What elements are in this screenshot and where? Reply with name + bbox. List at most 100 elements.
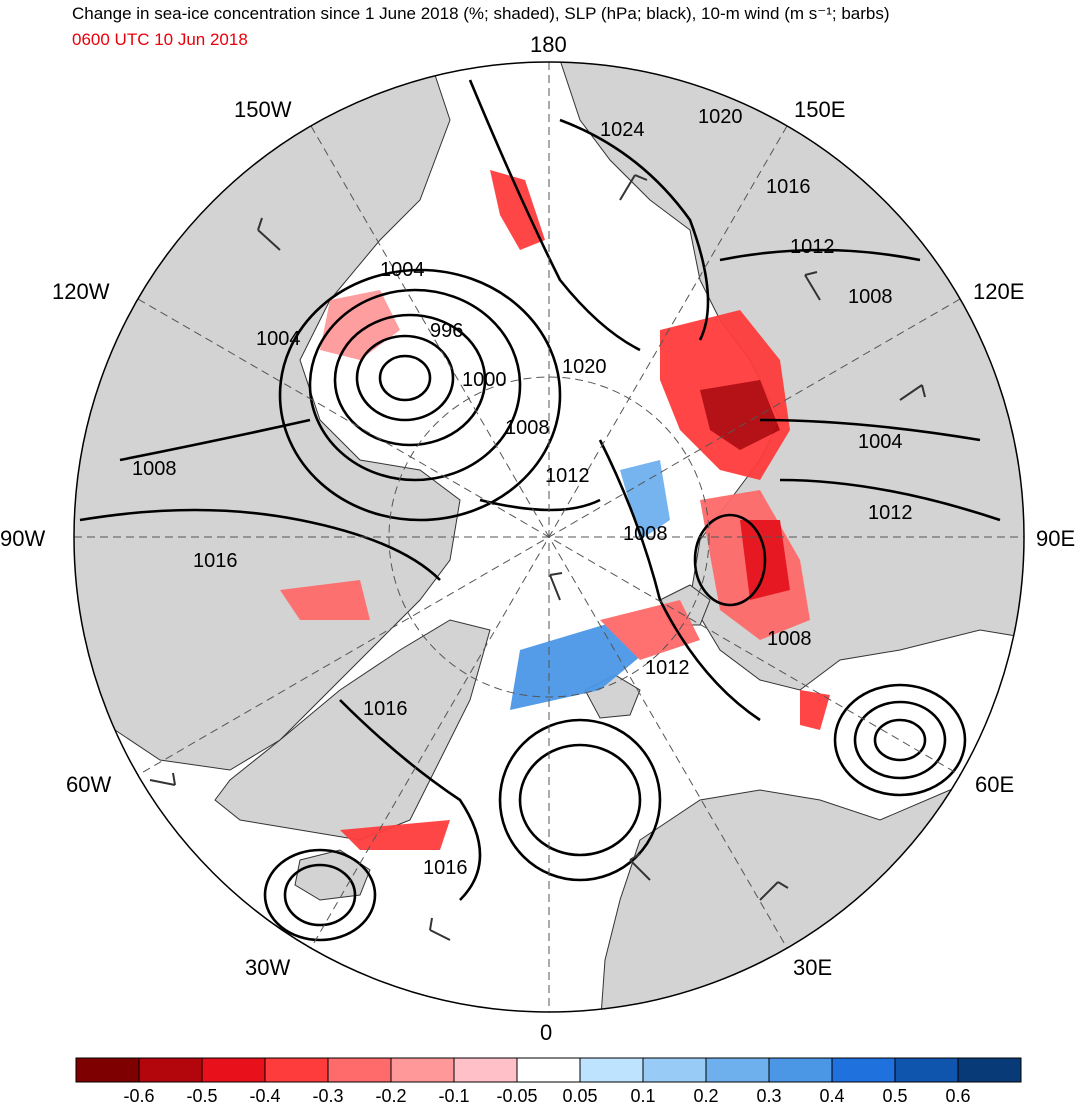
colorbar-tick-label: 0.1 bbox=[630, 1086, 655, 1106]
isobar-1012-central bbox=[598, 439, 761, 722]
slp-label: 1008 bbox=[767, 628, 812, 650]
longitude-labels: 180 150E 120E 90E 60E 30E 0 30W 60W 90W … bbox=[0, 32, 1075, 1045]
isobar-low-siberia-outer bbox=[833, 683, 967, 797]
figure-title: Change in sea-ice concentration since 1 … bbox=[72, 4, 890, 23]
slp-label: 1020 bbox=[562, 356, 607, 378]
colorbar-tick-label: 0.3 bbox=[756, 1086, 781, 1106]
slp-label: 1008 bbox=[505, 417, 550, 439]
wind-barb bbox=[899, 384, 926, 401]
meridian-120e-60w bbox=[137, 298, 961, 776]
wind-barb bbox=[257, 217, 281, 251]
colorbar-swatch bbox=[957, 1057, 1022, 1083]
sea-ice-change-shading bbox=[280, 170, 830, 850]
isobar-1008-canada bbox=[119, 418, 311, 462]
colorbar-swatch bbox=[264, 1057, 329, 1083]
slp-label: 1012 bbox=[645, 657, 690, 679]
slp-label: 1012 bbox=[868, 502, 913, 524]
slp-label: 996 bbox=[430, 320, 463, 342]
slp-label: 1004 bbox=[256, 328, 301, 350]
colorbar-swatch bbox=[390, 1057, 455, 1083]
isobar-kara-1008 bbox=[693, 513, 767, 607]
ice-loss-denmark-strait bbox=[340, 820, 450, 850]
isobar-1020-trough bbox=[468, 79, 641, 352]
valid-time-label: 0600 UTC 10 Jun 2018 bbox=[72, 30, 248, 49]
ice-loss-laptev-core bbox=[700, 380, 780, 450]
isobar-low-siberia bbox=[853, 700, 947, 780]
lon-label-120e: 120E bbox=[973, 279, 1024, 304]
lon-label-30w: 30W bbox=[245, 955, 290, 980]
slp-label: 1012 bbox=[790, 236, 835, 258]
isobar-low-siberia-inner bbox=[873, 718, 927, 762]
lon-label-120w: 120W bbox=[52, 279, 110, 304]
slp-label: 1012 bbox=[545, 465, 590, 487]
ice-gain-central bbox=[620, 460, 670, 540]
colorbar-tick-label: -0.5 bbox=[186, 1086, 217, 1106]
isobar-iceland-inner bbox=[283, 863, 357, 927]
isobar-1004-east bbox=[759, 418, 981, 442]
colorbar-swatch bbox=[201, 1057, 266, 1083]
lon-label-90e: 90E bbox=[1036, 526, 1075, 551]
isobar-1008 bbox=[278, 268, 562, 522]
isobar-iceland bbox=[263, 848, 377, 942]
colorbar-swatch bbox=[516, 1057, 581, 1083]
graticule bbox=[74, 62, 1024, 1012]
colorbar-swatch bbox=[705, 1057, 770, 1083]
colorbar-swatch bbox=[75, 1057, 140, 1083]
slp-label: 1000 bbox=[462, 369, 507, 391]
colorbar-swatch bbox=[453, 1057, 518, 1083]
colorbar-tick-label: -0.4 bbox=[249, 1086, 280, 1106]
map-border bbox=[73, 61, 1025, 1013]
lon-label-30e: 30E bbox=[793, 955, 832, 980]
isobar-high-norwegian bbox=[518, 743, 642, 857]
lon-label-180: 180 bbox=[530, 32, 567, 57]
colorbar-tick-label: 0.5 bbox=[882, 1086, 907, 1106]
colorbar-swatch bbox=[138, 1057, 203, 1083]
lon-label-150w: 150W bbox=[234, 97, 292, 122]
slp-labels: 1024 1020 1016 1012 1008 1004 996 1000 1… bbox=[132, 106, 913, 879]
isobar-low-996 bbox=[378, 354, 432, 402]
colorbar-swatch bbox=[579, 1057, 644, 1083]
iceland-land bbox=[294, 849, 371, 901]
wind-barb bbox=[549, 572, 563, 601]
isobar-996 bbox=[355, 334, 455, 422]
isobar-1012-ne bbox=[719, 248, 921, 262]
colorbar-swatch bbox=[894, 1057, 959, 1083]
colorbar-tick-label: 0.05 bbox=[562, 1086, 597, 1106]
colorbar-tick-label: -0.2 bbox=[375, 1086, 406, 1106]
ice-loss-chukchi bbox=[490, 170, 545, 250]
slp-label: 1004 bbox=[858, 431, 903, 453]
lon-label-90w: 90W bbox=[0, 526, 45, 551]
isobar-1000 bbox=[333, 313, 487, 447]
lon-label-60w: 60W bbox=[66, 772, 111, 797]
colorbar: -0.6 -0.5 -0.4 -0.3 -0.2 -0.1 -0.05 0.05 0.1 0.2 0… bbox=[75, 1057, 1022, 1106]
map-body bbox=[74, 62, 1024, 1012]
colorbar-tick-label: -0.3 bbox=[312, 1086, 343, 1106]
slp-label: 1024 bbox=[600, 119, 645, 141]
colorbar-tick-label: 0.6 bbox=[945, 1086, 970, 1106]
slp-label: 1004 bbox=[380, 259, 425, 281]
wind-barb bbox=[149, 772, 176, 786]
wind-barb bbox=[629, 853, 651, 881]
lon-label-150e: 150E bbox=[794, 97, 845, 122]
isobar-1016-greenland bbox=[339, 699, 482, 901]
slp-label: 1016 bbox=[363, 698, 408, 720]
lon-label-60e: 60E bbox=[975, 772, 1014, 797]
colorbar-swatch bbox=[831, 1057, 896, 1083]
slp-label: 1008 bbox=[623, 523, 668, 545]
lon-label-0: 0 bbox=[540, 1020, 552, 1045]
isobar-1024 bbox=[559, 118, 710, 341]
wind-barb bbox=[429, 917, 451, 941]
colorbar-swatch bbox=[327, 1057, 392, 1083]
latitude-circle bbox=[388, 376, 710, 698]
isobar-1016-central bbox=[479, 498, 601, 512]
ice-loss-white-sea bbox=[800, 690, 830, 730]
slp-label: 1008 bbox=[132, 458, 177, 480]
colorbar-tick-label: 0.4 bbox=[819, 1086, 844, 1106]
slp-isobars bbox=[79, 79, 1001, 942]
greenland-land bbox=[214, 619, 491, 841]
slp-label: 1008 bbox=[848, 286, 893, 308]
colorbar-swatch bbox=[768, 1057, 833, 1083]
wind-barb bbox=[619, 174, 648, 201]
colorbar-tick-label: -0.6 bbox=[123, 1086, 154, 1106]
isobar-1004 bbox=[308, 288, 522, 482]
